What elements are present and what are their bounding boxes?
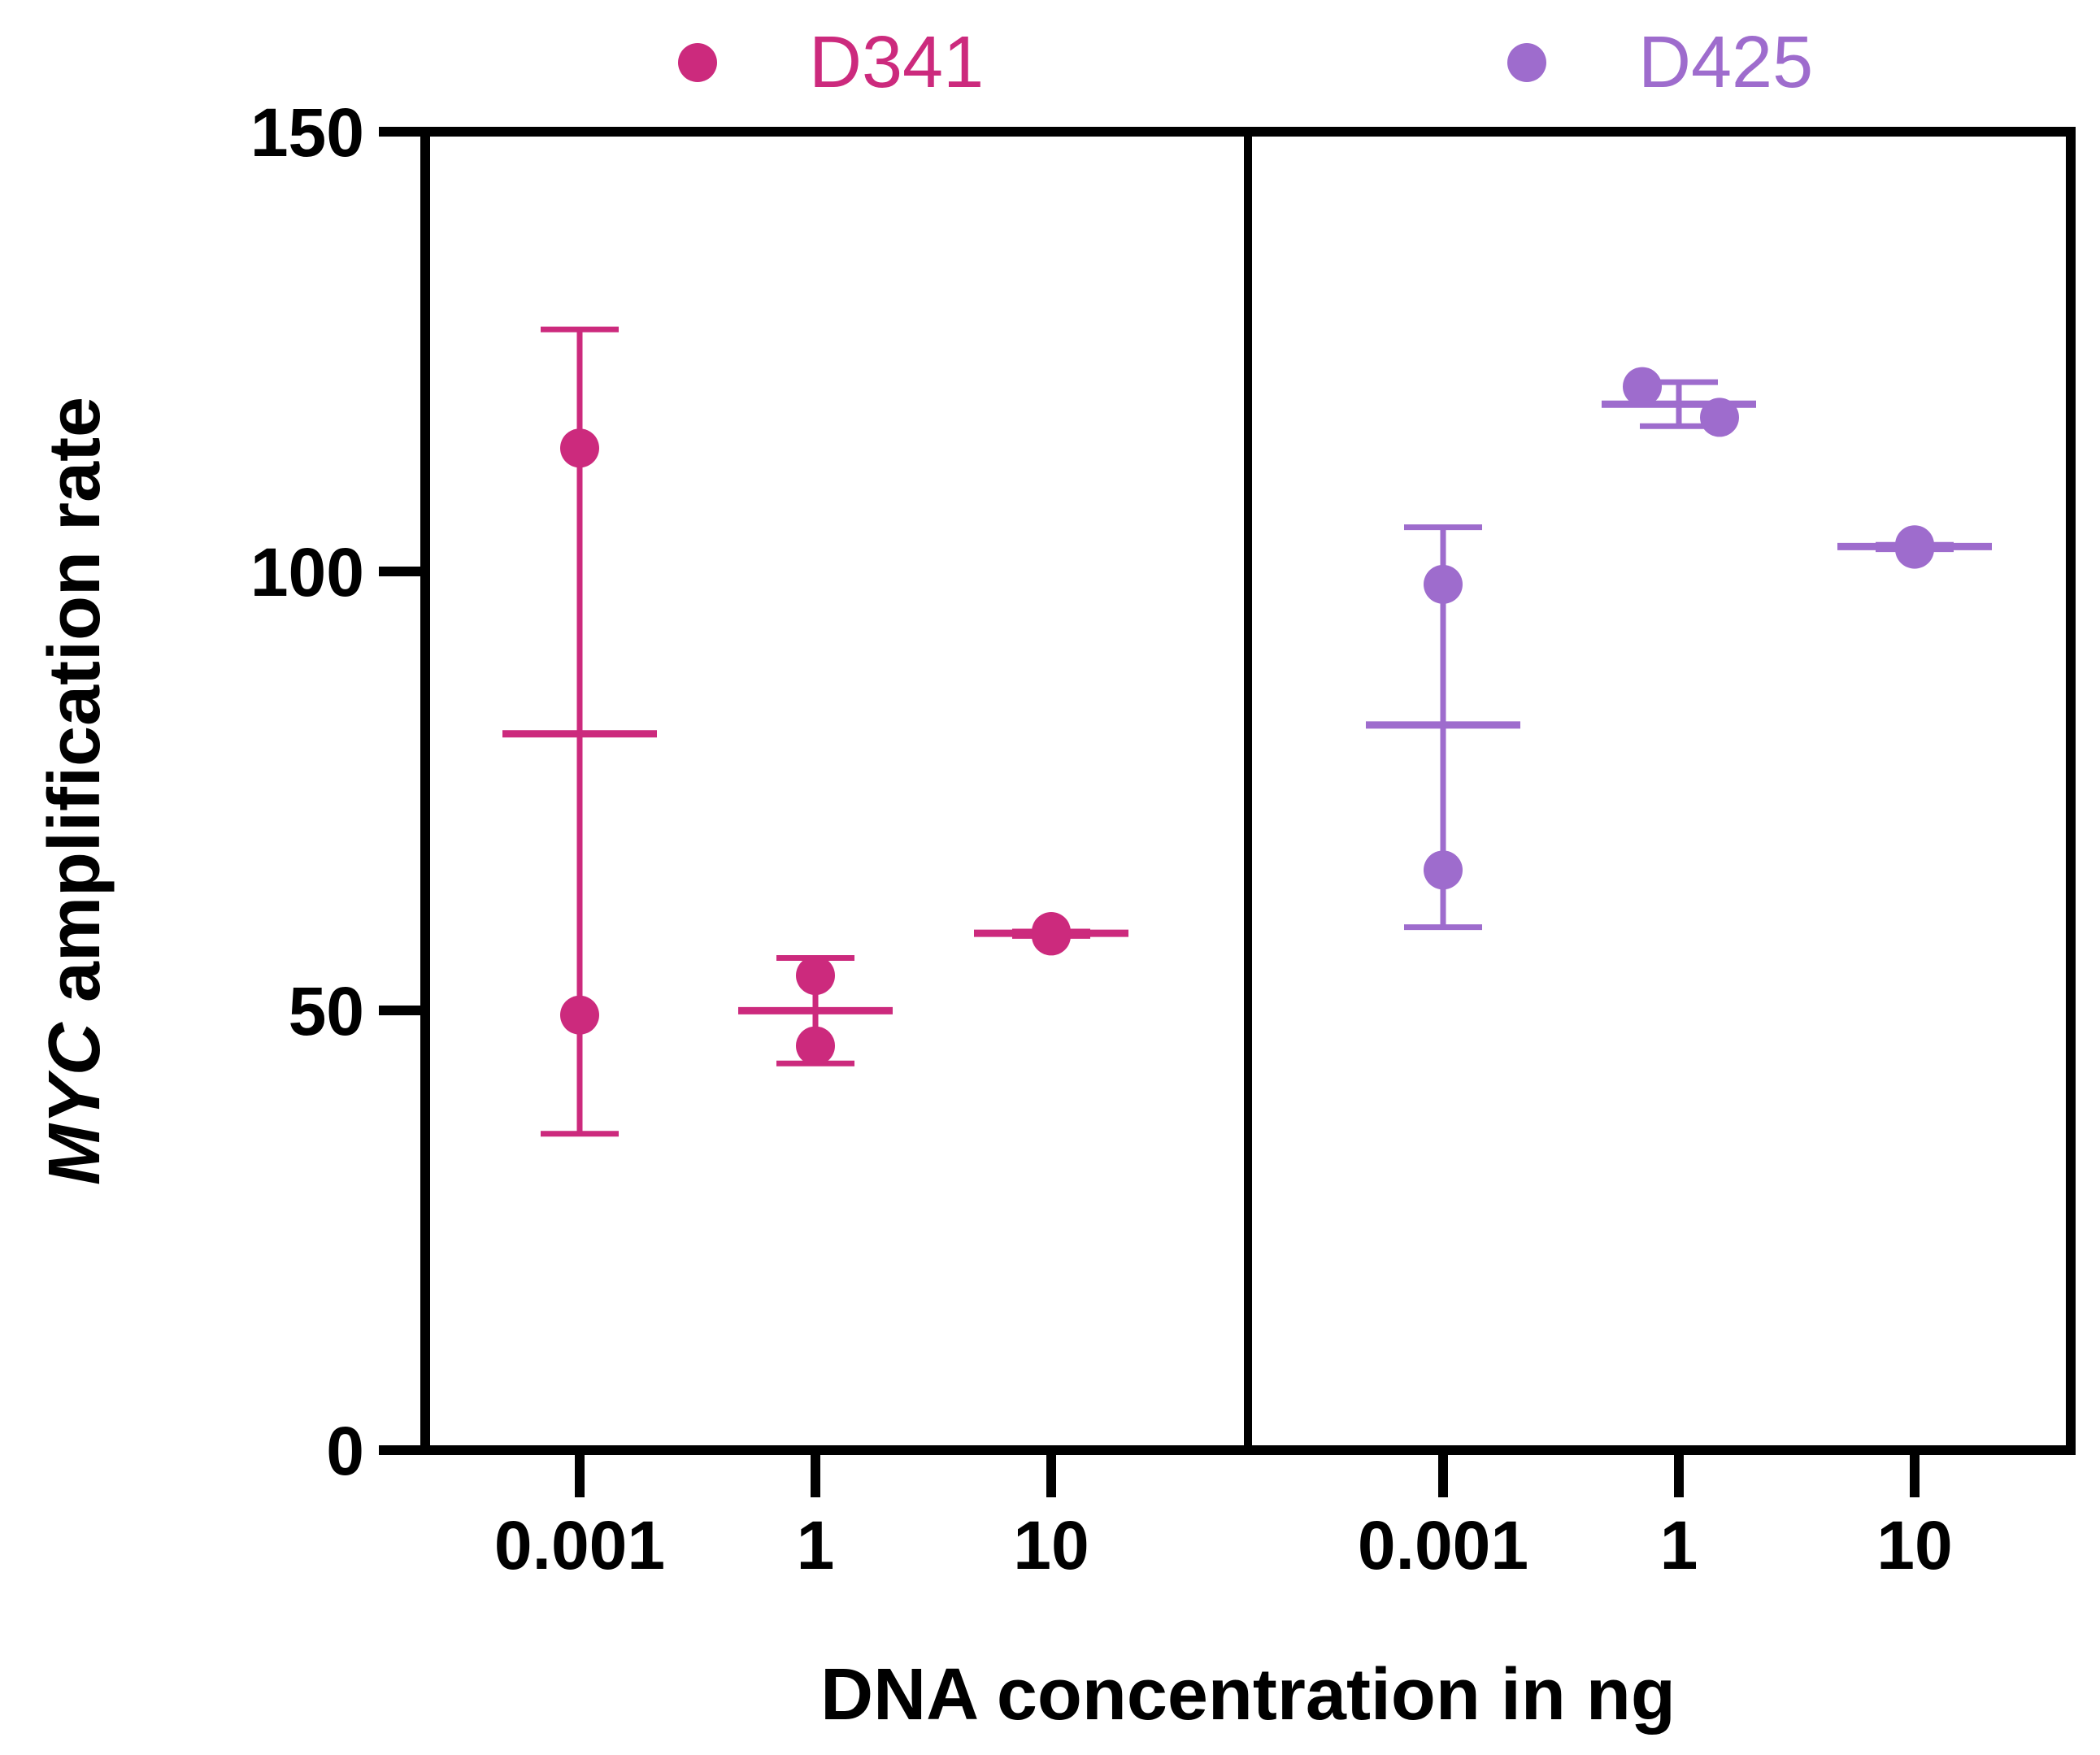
- x-tick-label-d341-10: 10: [1013, 1507, 1089, 1583]
- y-tick-label-50: 50: [289, 973, 364, 1049]
- legend: D341 D425: [678, 22, 1813, 103]
- legend-marker-d425: [1507, 43, 1546, 82]
- data-point-d425-1-2: [1700, 397, 1739, 437]
- y-axis-label-text: amplification rate: [34, 397, 115, 1023]
- data-marks: [502, 326, 1992, 1137]
- data-point-d425-0.001-1: [1424, 564, 1463, 604]
- data-point-d425-0.001-2: [1424, 850, 1463, 890]
- data-point-d341-0.001-2: [560, 995, 599, 1035]
- x-tick-label-d425-0.001: 0.001: [1358, 1507, 1528, 1583]
- legend-label-d425: D425: [1638, 22, 1813, 103]
- y-axis: 0 50 100 150: [250, 94, 425, 1489]
- x-tick-label-d341-0.001: 0.001: [494, 1507, 665, 1583]
- data-point-d341-1-2: [796, 1026, 835, 1066]
- legend-label-d341: D341: [809, 22, 984, 103]
- legend-marker-d341: [678, 43, 717, 82]
- x-tick-label-d341-1: 1: [797, 1507, 835, 1583]
- y-tick-label-0: 0: [326, 1413, 364, 1489]
- x-axis: 0.001 1 10 0.001 1 10: [494, 1450, 1953, 1583]
- x-axis-label: DNA concentration in ng: [820, 1654, 1676, 1735]
- data-point-d341-0.001-1: [560, 428, 599, 468]
- x-tick-label-d425-1: 1: [1660, 1507, 1698, 1583]
- data-point-d341-1-1: [796, 956, 835, 996]
- x-tick-label-d425-10: 10: [1876, 1507, 1952, 1583]
- data-point-d341-10-2: [1032, 916, 1071, 956]
- y-tick-label-100: 100: [250, 534, 364, 610]
- data-point-d425-1-1: [1623, 367, 1662, 406]
- data-point-d425-10-2: [1895, 529, 1934, 569]
- y-axis-label: MYC amplification rate: [34, 397, 115, 1185]
- y-axis-label-gene: MYC: [34, 1021, 115, 1185]
- y-tick-label-150: 150: [250, 94, 364, 171]
